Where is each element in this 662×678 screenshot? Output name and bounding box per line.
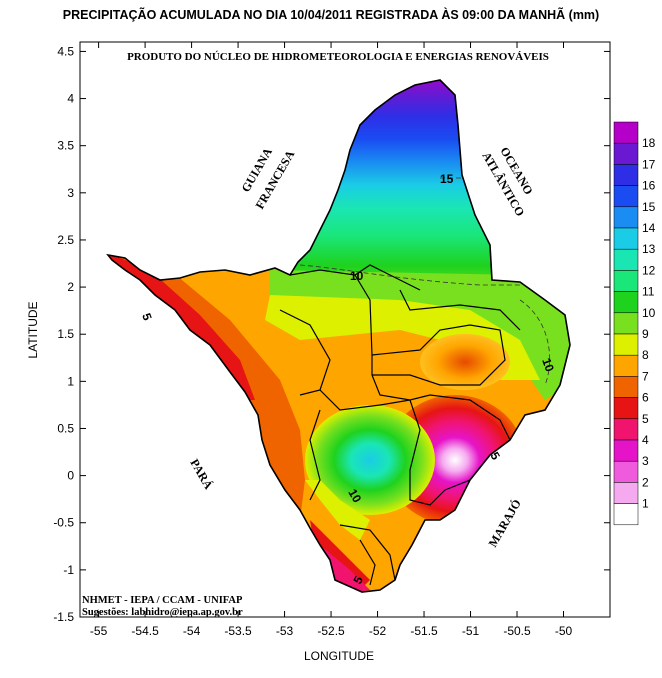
legend-swatch bbox=[613, 376, 639, 398]
x-tick-label: -52.5 bbox=[317, 624, 345, 638]
municipality-borders bbox=[279, 264, 521, 586]
y-axis-label: LATITUDE bbox=[26, 301, 40, 358]
y-tick-label: -1.5 bbox=[53, 610, 74, 624]
legend-swatch bbox=[613, 439, 639, 462]
legend-swatch bbox=[613, 185, 639, 208]
legend-swatch bbox=[613, 333, 639, 356]
y-tick-label: 2 bbox=[67, 280, 74, 294]
region-label-para: PARÁ bbox=[187, 457, 216, 492]
y-tick-label: 0.5 bbox=[57, 421, 74, 435]
legend-label: 3 bbox=[642, 454, 649, 468]
region-label-marajo: MARAJÓ bbox=[485, 497, 523, 550]
legend-swatch bbox=[613, 164, 639, 186]
plot-frame bbox=[79, 41, 611, 618]
y-tick-label: 4.5 bbox=[57, 44, 74, 58]
x-tick-label: -51 bbox=[462, 624, 480, 638]
y-axis-ticks: 4.5 4 3.5 3 2.5 2 1.5 1 0.5 0 -0.5 -1 -1.5 bbox=[53, 44, 610, 624]
map-title: PRECIPITAÇÃO ACUMULADA NO DIA 10/04/2011… bbox=[62, 8, 600, 22]
y-tick-label: -1 bbox=[63, 563, 74, 577]
legend-swatch bbox=[613, 418, 639, 441]
x-tick-label: -50.5 bbox=[503, 624, 531, 638]
legend-swatch bbox=[613, 227, 639, 250]
legend-swatch bbox=[613, 142, 639, 165]
legend-label: 18 bbox=[642, 136, 656, 150]
credits-line-2: Sugestões: labhidro@iepa.ap.gov.br bbox=[82, 607, 243, 618]
legend-label: 16 bbox=[642, 179, 656, 193]
legend-label: 5 bbox=[642, 412, 649, 426]
legend-swatch bbox=[613, 312, 639, 335]
x-tick-label: -54.5 bbox=[131, 624, 159, 638]
legend-swatch bbox=[613, 291, 639, 314]
contour-label: 10 bbox=[350, 269, 364, 283]
legend-swatch bbox=[613, 248, 639, 271]
x-tick-label: -52 bbox=[369, 624, 387, 638]
legend-label: 17 bbox=[642, 157, 656, 171]
legend-label: 9 bbox=[642, 327, 649, 341]
x-tick-label: -55 bbox=[90, 624, 108, 638]
legend-label: 7 bbox=[642, 369, 649, 383]
legend-swatch bbox=[613, 460, 639, 483]
legend-swatch bbox=[613, 354, 639, 377]
legend-label: 10 bbox=[642, 306, 656, 320]
x-axis-label: LONGITUDE bbox=[304, 649, 374, 663]
x-tick-label: -51.5 bbox=[410, 624, 438, 638]
y-tick-label: 1.5 bbox=[57, 327, 74, 341]
x-axis-ticks: -55 -54.5 -54 -53.5 -53 -52.5 -52 -51.5 -51 -50.5… bbox=[90, 42, 573, 638]
x-tick-label: -53.5 bbox=[224, 624, 252, 638]
contour-lines bbox=[299, 177, 551, 386]
legend-swatch bbox=[613, 121, 639, 144]
legend-swatch bbox=[613, 270, 639, 292]
precipitation-field bbox=[108, 80, 570, 592]
y-tick-label: 3 bbox=[67, 186, 74, 200]
x-tick-label: -50 bbox=[555, 624, 573, 638]
contour-label-group: 15 10 10 5 10 5 5 bbox=[139, 172, 557, 587]
x-tick-label: -54 bbox=[183, 624, 201, 638]
contour-label: 5 bbox=[139, 311, 155, 322]
legend-label: 12 bbox=[642, 263, 656, 277]
legend-swatch bbox=[613, 397, 639, 420]
legend-label: 1 bbox=[642, 497, 649, 511]
legend-label: 2 bbox=[642, 475, 649, 489]
y-tick-label: 3.5 bbox=[57, 139, 74, 153]
legend-swatch bbox=[613, 482, 639, 504]
y-tick-label: 1 bbox=[67, 374, 74, 388]
x-tick-label: -53 bbox=[276, 624, 294, 638]
contour-label: 10 bbox=[539, 356, 557, 374]
legend-label: 8 bbox=[642, 348, 649, 362]
credits-line-1: NHMET - IEPA / CCAM - UNIFAP bbox=[82, 595, 243, 606]
legend-swatch-zero bbox=[613, 503, 639, 526]
product-subtitle: PRODUTO DO NÚCLEO DE HIDROMETEOROLOGIA E… bbox=[127, 51, 549, 63]
legend-label: 4 bbox=[642, 433, 649, 447]
legend-label: 15 bbox=[642, 200, 656, 214]
y-tick-label: 4 bbox=[67, 92, 74, 106]
legend-label: 6 bbox=[642, 391, 649, 405]
legend-label: 11 bbox=[642, 285, 655, 299]
legend-swatch bbox=[613, 206, 639, 229]
y-tick-label: 2.5 bbox=[57, 233, 74, 247]
contour-label: 15 bbox=[440, 172, 454, 186]
color-legend: 18 17 16 15 14 13 12 11 10 9 8 7 6 5 4 3 2 1 bbox=[613, 121, 656, 526]
legend-label: 14 bbox=[642, 221, 656, 235]
contour-label: 10 bbox=[345, 487, 364, 506]
legend-label: 13 bbox=[642, 242, 656, 256]
y-tick-label: 0 bbox=[67, 469, 74, 483]
y-tick-label: -0.5 bbox=[53, 516, 74, 530]
